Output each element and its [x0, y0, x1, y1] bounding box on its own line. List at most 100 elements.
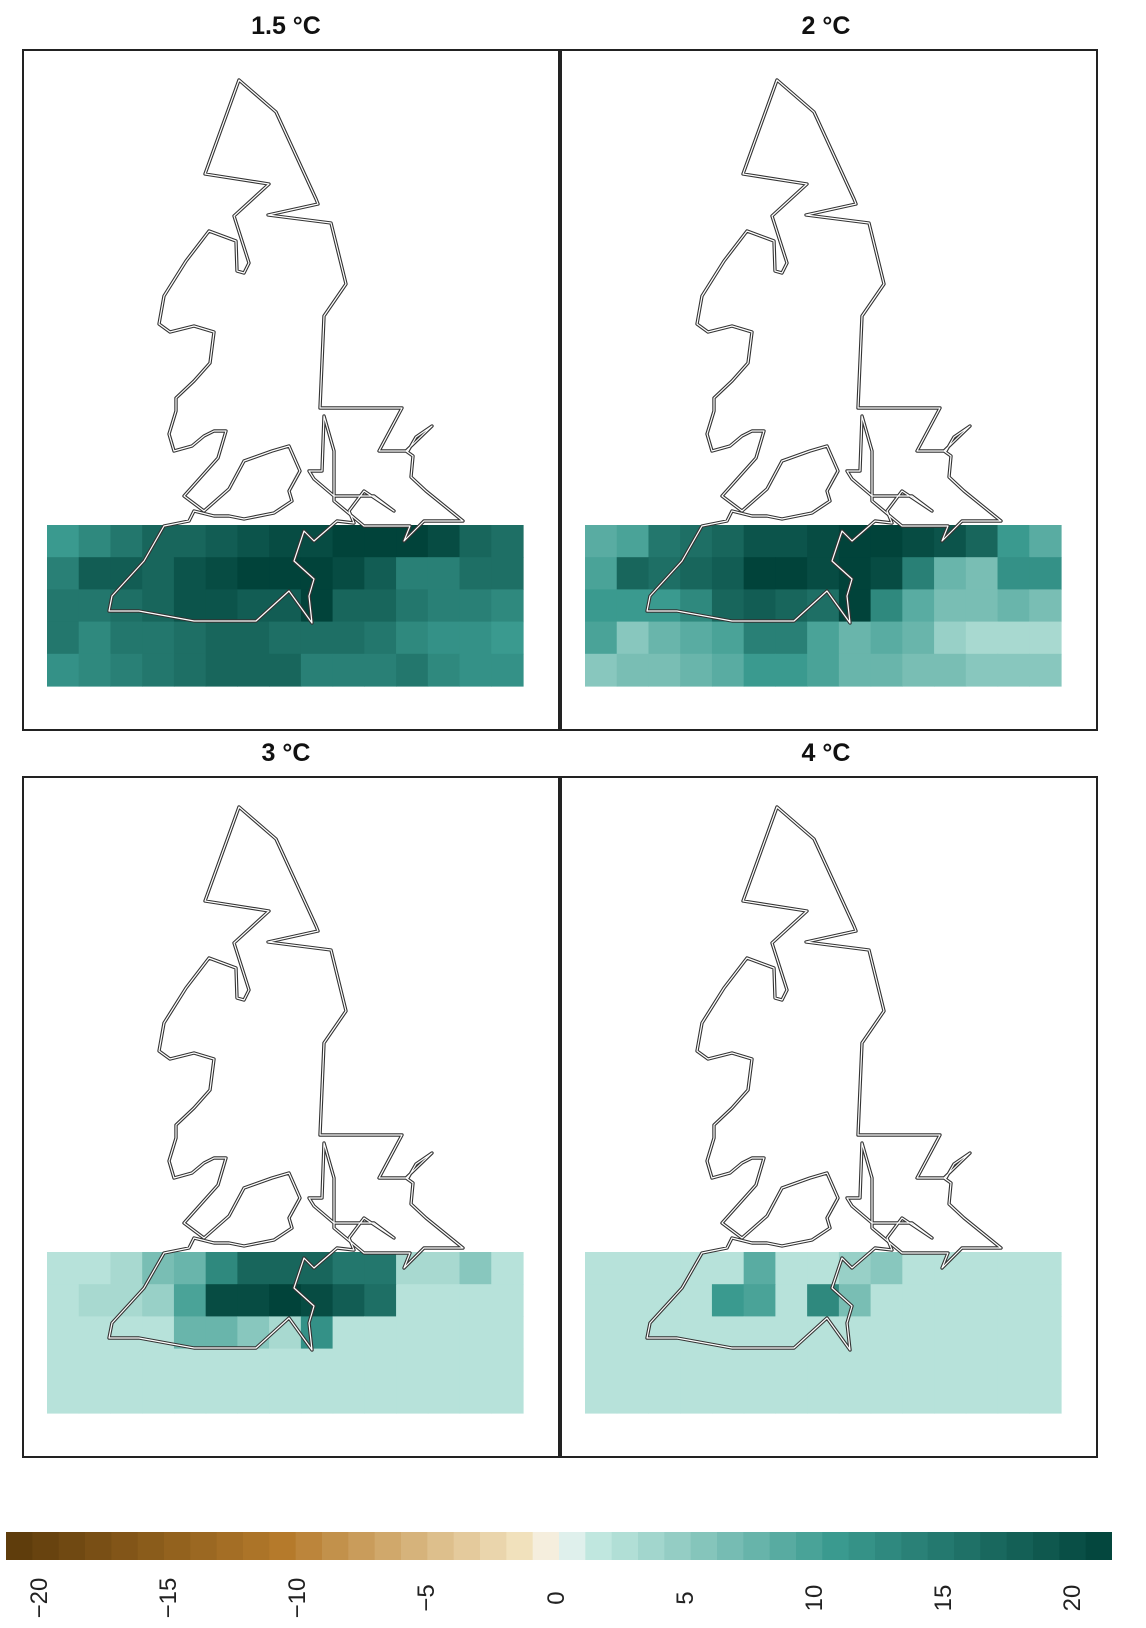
heatmap-cell — [269, 621, 302, 655]
heatmap-cell — [427, 1348, 461, 1382]
heatmap-cell — [1029, 525, 1062, 558]
heatmap-cell — [364, 557, 397, 590]
heatmap-cell — [997, 1284, 1030, 1317]
heatmap-cell — [332, 653, 365, 687]
heatmap-cell — [142, 653, 175, 687]
heatmap-cell — [300, 1348, 334, 1382]
heatmap-cell — [205, 621, 238, 655]
heatmap-cell — [965, 653, 999, 687]
heatmap-cell — [1029, 557, 1062, 590]
heatmap-cell — [173, 621, 207, 655]
map-panel-4c — [560, 776, 1098, 1458]
heatmap-cell — [902, 653, 935, 687]
heatmap-cell — [1029, 621, 1062, 655]
heatmap-cell — [585, 557, 618, 590]
heatmap-cell — [585, 621, 618, 655]
heatmap-cell — [396, 1284, 429, 1317]
heatmap-cell — [142, 1284, 175, 1317]
heatmap-cell — [648, 1316, 681, 1350]
heatmap-cell — [902, 621, 935, 655]
heatmap-cell — [459, 1284, 492, 1317]
heatmap-cell — [743, 621, 776, 655]
colorbar-bin — [901, 1532, 929, 1560]
heatmap-cell — [110, 589, 143, 623]
heatmap-cell — [47, 621, 80, 655]
heatmap-cell — [237, 1380, 270, 1414]
colorbar-bin — [348, 1532, 376, 1560]
heatmap-cell — [743, 1284, 776, 1317]
heatmap-cell — [902, 1348, 935, 1382]
heatmap-cell — [934, 1316, 967, 1350]
heatmap-cell — [332, 1316, 365, 1350]
map-svg — [47, 805, 524, 1414]
heatmap-cell — [1029, 1284, 1062, 1317]
map-panel-1-5c — [22, 49, 560, 731]
heatmap-cell — [364, 525, 397, 558]
heatmap-cell — [205, 1252, 238, 1285]
heatmap-cell — [427, 525, 461, 558]
heatmap-cell — [648, 525, 681, 558]
heatmap-cell — [300, 1380, 334, 1414]
heatmap-cell — [205, 557, 238, 590]
heatmap-cell — [396, 621, 429, 655]
map-svg — [585, 78, 1062, 687]
colorbar-bin — [559, 1532, 586, 1560]
heatmap-cell — [870, 589, 903, 623]
heatmap-cell — [173, 557, 207, 590]
heatmap-cell — [1029, 589, 1062, 623]
colorbar-bin — [374, 1532, 402, 1560]
colorbar-tick-label: −5 — [413, 1584, 441, 1612]
heatmap-cell — [775, 1380, 808, 1414]
heatmap-cell — [965, 1348, 999, 1382]
heatmap-cell — [680, 653, 713, 687]
heatmap-cell — [205, 1284, 238, 1317]
heatmap-cell — [173, 1380, 207, 1414]
heatmap-cell — [47, 1284, 80, 1317]
heatmap-cell — [237, 1284, 270, 1317]
heatmap-cell — [110, 1380, 143, 1414]
colorbar-bin — [822, 1532, 850, 1560]
colorbar-bin — [322, 1532, 349, 1560]
colorbar-tick-label: 5 — [671, 1591, 699, 1605]
colorbar-bin — [137, 1532, 165, 1560]
colorbar-bin — [111, 1532, 139, 1560]
heatmap-cell — [870, 1284, 903, 1317]
heatmap-cell — [78, 1252, 112, 1285]
colorbar-bin — [58, 1532, 86, 1560]
heatmap-cell — [110, 525, 143, 558]
map-svg — [47, 78, 524, 687]
heatmap-cell — [965, 1284, 999, 1317]
heatmap-cell — [775, 589, 808, 623]
colorbar-bin — [164, 1532, 191, 1560]
heatmap-cell — [78, 557, 112, 590]
heatmap-cell — [427, 621, 461, 655]
heatmap-cell — [585, 1380, 618, 1414]
heatmap-cell — [870, 1348, 903, 1382]
heatmap-cell — [775, 557, 808, 590]
heatmap-cell — [237, 1348, 270, 1382]
heatmap-cell — [396, 1380, 429, 1414]
colorbar-tick-label: 10 — [800, 1584, 828, 1612]
heatmap-cell — [237, 1316, 270, 1350]
heatmap-cell — [997, 525, 1030, 558]
heatmap-cell — [585, 1252, 618, 1285]
heatmap-cell — [648, 1348, 681, 1382]
heatmap-cell — [237, 621, 270, 655]
colorbar-bin — [664, 1532, 692, 1560]
heatmap-cell — [47, 525, 80, 558]
heatmap-cell — [997, 557, 1030, 590]
colorbar-tick-label: −10 — [284, 1577, 312, 1619]
heatmap-cell — [965, 589, 999, 623]
heatmap-cell — [838, 589, 872, 623]
region-outline — [107, 805, 465, 1352]
heatmap-cell — [997, 1252, 1030, 1285]
heatmap-cell — [491, 653, 524, 687]
heatmap-cell — [205, 653, 238, 687]
heatmap-cell — [205, 525, 238, 558]
heatmap-cell — [870, 621, 903, 655]
colorbar-bin — [1006, 1532, 1034, 1560]
heatmap-cell — [585, 589, 618, 623]
heatmap-cell — [711, 1380, 745, 1414]
colorbar-bin — [690, 1532, 718, 1560]
heatmap-cell — [680, 621, 713, 655]
